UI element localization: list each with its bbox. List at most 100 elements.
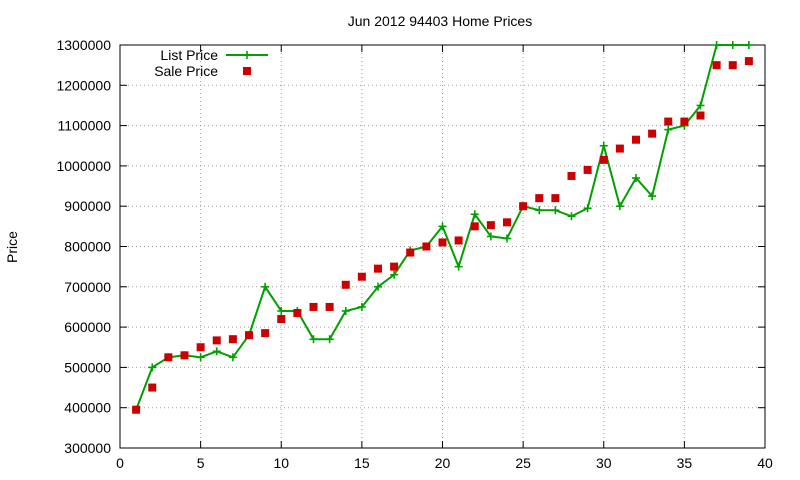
list-price-point — [470, 210, 479, 219]
sale-price-point — [519, 202, 528, 211]
legend-marker-list-price — [243, 51, 251, 59]
sale-price-point — [615, 144, 624, 153]
y-tick-label: 900000 — [64, 198, 111, 214]
sale-price-point — [744, 57, 753, 66]
x-tick-label: 25 — [515, 455, 531, 471]
list-price-point — [357, 302, 366, 311]
list-price-point — [551, 206, 560, 215]
list-price-point — [664, 125, 673, 134]
list-price-point — [374, 282, 382, 291]
y-tick-label: 300000 — [64, 440, 111, 456]
y-tick-label: 1300000 — [56, 37, 111, 53]
sale-price-point — [680, 117, 689, 126]
list-price-point — [696, 101, 705, 110]
sale-price-point — [245, 331, 253, 340]
sale-price-point — [309, 302, 318, 311]
x-tick-label: 5 — [197, 455, 205, 471]
list-price-point — [325, 335, 334, 344]
sale-price-point — [599, 155, 608, 164]
list-price-point — [438, 222, 447, 231]
list-price-point — [196, 353, 205, 362]
list-price-point — [599, 141, 608, 150]
axes: 0 5 10 15 20 25 30 35 40 300000 400000 500000 600000… — [56, 37, 773, 471]
sale-price-point — [648, 129, 657, 138]
sale-price-point — [486, 221, 495, 230]
list-price-point — [583, 204, 592, 213]
list-price-point — [454, 262, 463, 271]
series-layer — [132, 41, 753, 414]
y-tick-label: 400000 — [64, 400, 111, 416]
sale-price-point — [712, 61, 721, 70]
sale-price-point — [374, 264, 382, 273]
list-price-point — [615, 202, 624, 211]
x-tick-label: 0 — [116, 455, 124, 471]
list-price-point — [390, 270, 399, 279]
legend-label-list-price: List Price — [160, 47, 218, 63]
legend: List Price Sale Price — [154, 47, 268, 79]
list-price-point — [728, 41, 737, 49]
list-price-point — [212, 347, 221, 356]
list-price-point — [228, 353, 237, 362]
y-tick-label: 700000 — [64, 279, 111, 295]
list-price-point — [486, 232, 495, 241]
sale-price-point — [583, 165, 592, 174]
sale-price-point — [293, 308, 302, 317]
sale-price-point — [341, 280, 350, 289]
sale-price-point — [470, 222, 479, 231]
sale-price-point — [180, 351, 189, 360]
sale-price-point — [148, 383, 157, 392]
sale-price-point — [390, 262, 399, 271]
list-price-point — [712, 41, 721, 49]
y-axis-label: Price — [4, 231, 20, 263]
list-price-point — [503, 234, 511, 243]
series-list-price — [132, 41, 753, 414]
y-tick-label: 1100000 — [58, 118, 112, 134]
sale-price-point — [567, 171, 576, 180]
sale-price-point — [406, 248, 415, 257]
sale-price-point — [632, 135, 640, 144]
y-tick-label: 1200000 — [56, 77, 111, 93]
sale-price-point — [277, 315, 286, 324]
x-tick-label: 30 — [596, 455, 612, 471]
sale-price-point — [551, 194, 560, 203]
y-tick-label: 800000 — [64, 239, 111, 255]
plot-border — [119, 44, 766, 449]
list-price-point — [261, 282, 270, 291]
list-price-point — [567, 212, 576, 221]
sale-price-point — [728, 61, 737, 70]
y-tick-label: 500000 — [64, 359, 111, 375]
chart-title: Jun 2012 94403 Home Prices — [348, 13, 532, 29]
sale-price-point — [261, 329, 270, 338]
legend-marker-sale-price — [243, 67, 251, 75]
x-tick-label: 40 — [757, 455, 773, 471]
sale-price-point — [132, 405, 141, 414]
list-price-point — [341, 306, 350, 315]
legend-label-sale-price: Sale Price — [154, 63, 218, 79]
sale-price-point — [454, 236, 463, 245]
sale-price-point — [438, 238, 447, 247]
series-sale-price — [132, 57, 753, 414]
x-tick-label: 15 — [354, 455, 370, 471]
sale-price-point — [664, 117, 673, 126]
list-price-point — [309, 335, 318, 344]
sale-price-point — [503, 218, 511, 227]
y-tick-label: 600000 — [64, 319, 111, 335]
sale-price-point — [535, 194, 544, 203]
list-price-point — [148, 363, 157, 372]
list-price-point — [744, 41, 753, 49]
list-price-point — [632, 173, 640, 182]
sale-price-point — [357, 272, 366, 281]
x-tick-label: 10 — [273, 455, 289, 471]
sale-price-point — [164, 353, 173, 362]
x-tick-label: 20 — [435, 455, 451, 471]
sale-price-point — [696, 111, 705, 120]
list-price-point — [277, 306, 286, 315]
list-price-point — [535, 206, 544, 215]
list-price-point — [648, 192, 657, 201]
grid — [120, 45, 765, 448]
sale-price-point — [228, 335, 237, 344]
sale-price-point — [325, 302, 334, 311]
sale-price-point — [212, 336, 221, 345]
sale-price-point — [422, 242, 431, 251]
